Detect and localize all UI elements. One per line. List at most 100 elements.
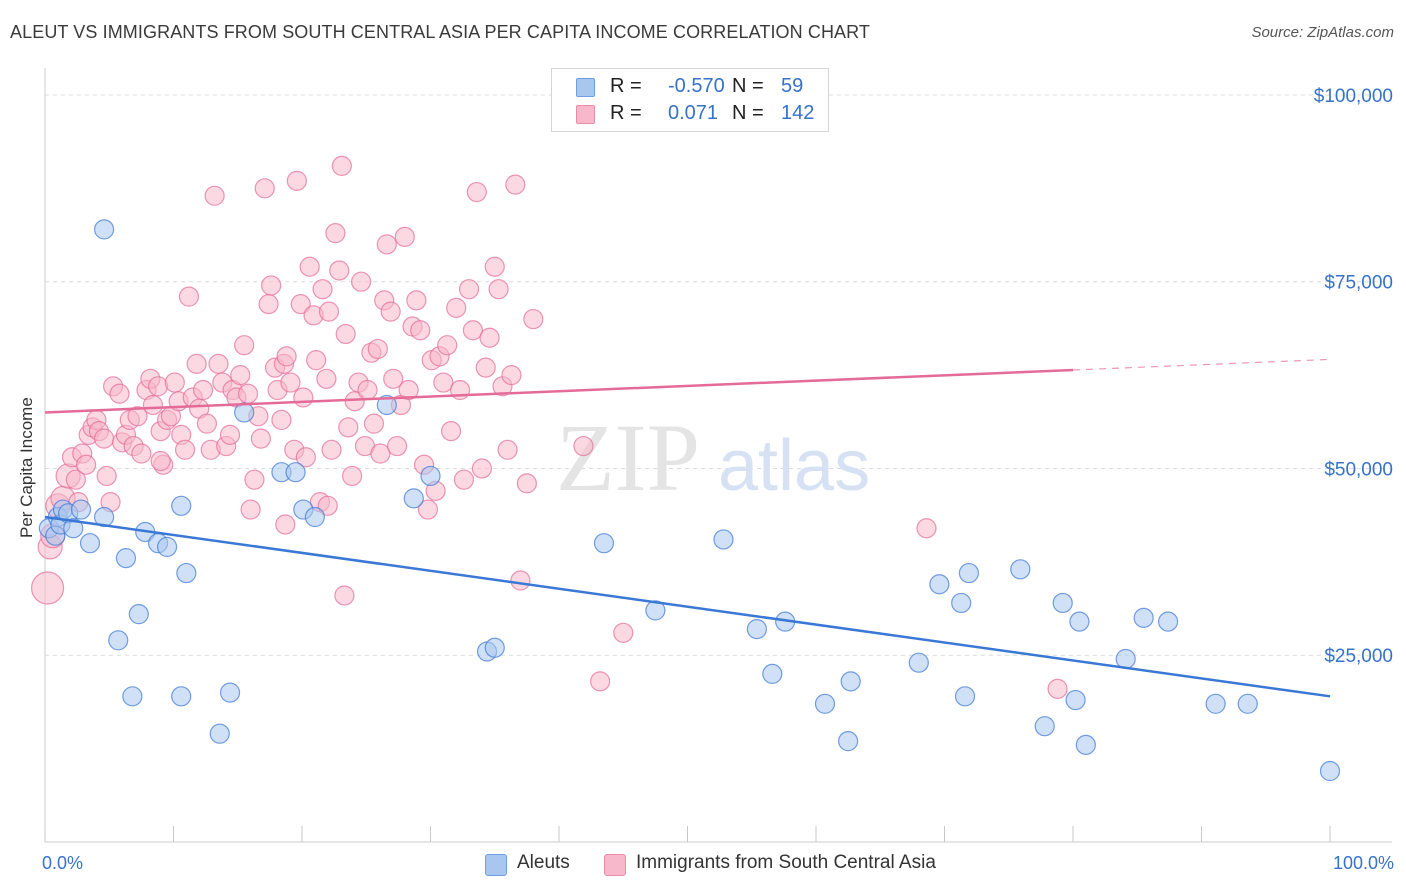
immigrants-point: [178, 286, 200, 307]
immigrants-point: [192, 379, 214, 401]
immigrants-point: [383, 368, 404, 389]
immigrants-point: [290, 294, 311, 315]
immigrants-point: [613, 622, 634, 643]
trend-lines: [44, 358, 1331, 698]
immigrants-point: [370, 443, 391, 464]
immigrants-point: [293, 387, 314, 408]
aleut-point: [954, 686, 976, 707]
legend-n-value: 142: [781, 102, 815, 124]
aleut-point: [1237, 693, 1258, 714]
immigrants-point: [338, 417, 359, 438]
aleut-point: [1034, 716, 1055, 737]
immigrants-point: [306, 350, 327, 371]
immigrants-point: [164, 372, 185, 393]
immigrants-point: [510, 570, 531, 591]
legend-r-label: R =: [610, 75, 642, 97]
aleut-point: [156, 536, 178, 558]
aleut-point: [209, 723, 230, 744]
aleut-point: [1319, 760, 1341, 782]
immigrants-point: [208, 353, 229, 374]
aleut-point: [1115, 648, 1136, 670]
aleut-point: [176, 562, 197, 584]
y-tick-label: $25,000: [1324, 646, 1393, 667]
aleut-point: [1052, 592, 1073, 614]
aleut-points: [38, 219, 1341, 782]
immigrants-point: [258, 294, 279, 315]
legend-swatch-immigrants-bottom: [604, 854, 626, 876]
immigrants-point: [497, 439, 518, 460]
y-axis-label: Per Capita Income: [17, 397, 36, 538]
immigrants-point: [367, 338, 388, 360]
immigrants-point: [321, 439, 342, 460]
immigrants-point: [254, 178, 275, 199]
immigrants-trend-line-extension: [1072, 358, 1331, 371]
aleut-point: [94, 219, 115, 240]
immigrants-point: [376, 234, 397, 255]
y-tick-label: $75,000: [1324, 273, 1393, 294]
immigrants-point: [244, 469, 265, 490]
aleut-point: [593, 533, 615, 554]
immigrants-point: [466, 181, 487, 203]
immigrants-point: [234, 335, 255, 356]
immigrants-point: [916, 518, 937, 539]
immigrants-point: [275, 514, 296, 535]
aleut-point: [484, 637, 505, 658]
immigrants-point: [386, 435, 408, 457]
immigrants-point: [142, 394, 164, 416]
legend-n-value: 59: [781, 75, 804, 97]
watermark-atlas: atlas: [718, 426, 870, 506]
aleut-point: [1065, 689, 1086, 711]
immigrants-point: [286, 170, 307, 191]
immigrants-point: [380, 301, 401, 322]
immigrants-point: [331, 155, 352, 177]
immigrants-point: [406, 290, 427, 311]
immigrants-point: [186, 353, 207, 374]
aleut-point: [115, 548, 137, 569]
immigrants-point: [196, 413, 218, 434]
aleut-point: [838, 731, 859, 752]
aleut-point: [645, 600, 666, 621]
aleut-point: [304, 506, 325, 528]
immigrants-point: [131, 443, 152, 464]
immigrants-point: [127, 406, 148, 427]
aleut-point: [128, 604, 149, 625]
immigrants-point: [417, 499, 439, 520]
immigrants-point: [94, 428, 115, 449]
watermark-zip: ZIP: [556, 404, 700, 511]
immigrants-point: [488, 279, 509, 300]
aleut-point: [171, 495, 192, 516]
immigrants-point: [237, 383, 259, 404]
aleut-point: [814, 693, 836, 714]
immigrants-point: [501, 364, 522, 386]
immigrants-point: [334, 585, 355, 606]
immigrants-point: [484, 256, 505, 277]
immigrants-point: [147, 376, 169, 397]
immigrants-point: [150, 450, 171, 472]
aleut-point: [951, 592, 972, 614]
immigrants-point: [317, 495, 338, 516]
immigrants-point: [312, 279, 333, 300]
immigrants-point: [458, 279, 480, 300]
legend-swatch-immigrants: [576, 105, 595, 124]
aleut-trend-line: [44, 515, 1331, 698]
aleut-point: [1010, 559, 1031, 580]
immigrants-point: [453, 469, 475, 490]
immigrants-point: [394, 226, 415, 247]
aleut-point: [1075, 734, 1096, 755]
immigrants-point: [240, 499, 261, 520]
source-note: Source: ZipAtlas.com: [1251, 24, 1394, 41]
aleut-point: [908, 652, 929, 673]
immigrants-point: [351, 271, 372, 292]
immigrants-point: [573, 435, 594, 457]
correlation-legend: R = -0.570 N = 59 R = 0.071 N = 142: [551, 68, 829, 132]
immigrants-point: [280, 372, 301, 393]
legend-swatch-aleut: [576, 78, 595, 97]
aleut-point: [1069, 611, 1090, 632]
immigrants-point: [462, 320, 484, 341]
immigrants-point: [475, 357, 496, 378]
legend-label-aleuts: Aleuts: [517, 852, 570, 873]
immigrants-point: [230, 364, 251, 386]
aleut-point: [1157, 611, 1179, 632]
immigrants-point: [318, 301, 340, 322]
x-tick-min: 0.0%: [42, 853, 84, 873]
